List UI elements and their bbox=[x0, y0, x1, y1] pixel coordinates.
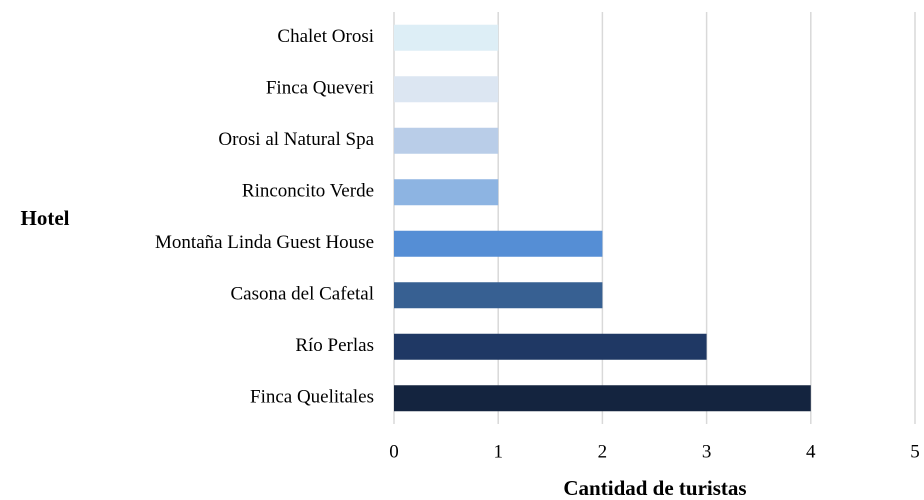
y-tick-label: Montaña Linda Guest House bbox=[155, 232, 374, 253]
x-tick-label: 5 bbox=[910, 441, 920, 462]
x-tick-label: 3 bbox=[702, 441, 712, 462]
bar bbox=[394, 179, 499, 206]
bar bbox=[394, 385, 811, 412]
bar bbox=[394, 76, 499, 103]
bar bbox=[394, 230, 603, 257]
y-tick-label: Finca Queveri bbox=[266, 78, 374, 99]
y-tick-label: Río Perlas bbox=[295, 335, 374, 356]
y-tick-label: Finca Quelitales bbox=[250, 387, 374, 408]
x-tick-label: 0 bbox=[389, 441, 399, 462]
x-tick-label: 4 bbox=[806, 441, 816, 462]
x-axis-title: Cantidad de turistas bbox=[563, 476, 746, 500]
bar bbox=[394, 24, 499, 51]
y-axis-title: Hotel bbox=[21, 206, 70, 230]
bar bbox=[394, 333, 707, 360]
y-tick-label: Chalet Orosi bbox=[277, 26, 374, 47]
y-tick-label: Casona del Cafetal bbox=[230, 284, 374, 305]
y-tick-label: Rinconcito Verde bbox=[242, 181, 374, 202]
x-tick-label: 2 bbox=[598, 441, 608, 462]
y-tick-label: Orosi al Natural Spa bbox=[218, 129, 374, 150]
x-tick-label: 1 bbox=[493, 441, 503, 462]
bar bbox=[394, 282, 603, 309]
bar bbox=[394, 127, 499, 154]
